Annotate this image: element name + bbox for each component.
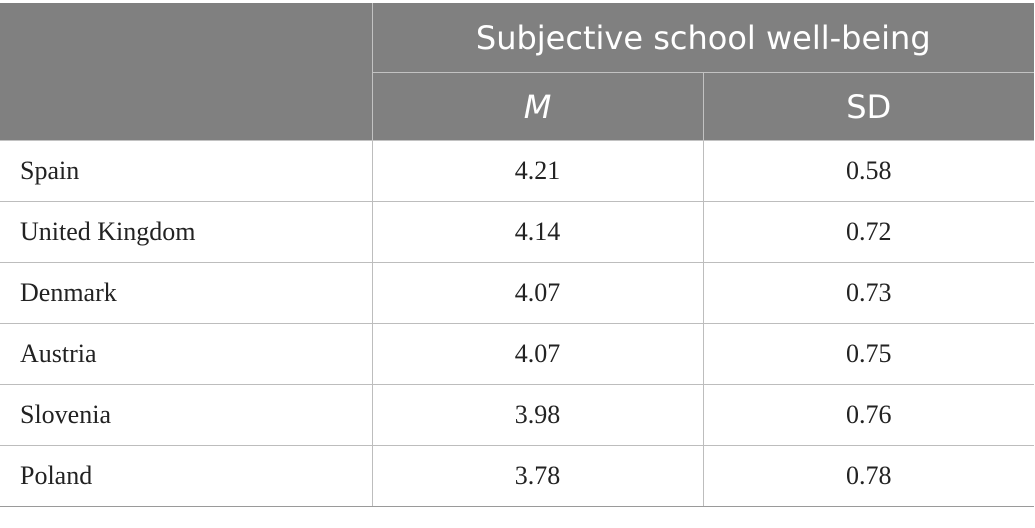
sd-cell: 0.73 xyxy=(702,262,1034,324)
sd-cell: 0.58 xyxy=(702,140,1034,202)
table-row: Slovenia 3.98 0.76 xyxy=(0,384,1034,446)
sd-cell: 0.75 xyxy=(702,323,1034,385)
country-cell: Spain xyxy=(0,140,373,202)
country-cell: Denmark xyxy=(0,262,373,324)
sd-cell: 0.72 xyxy=(702,201,1034,263)
table-row: United Kingdom 4.14 0.72 xyxy=(0,201,1034,263)
mean-cell: 4.07 xyxy=(371,323,704,385)
table-row: Austria 4.07 0.75 xyxy=(0,323,1034,385)
header-row-group: Subjective school well-being xyxy=(0,3,1034,141)
country-cell: Slovenia xyxy=(0,384,373,446)
mean-cell: 4.14 xyxy=(371,201,704,263)
sd-column-header: SD xyxy=(702,72,1034,141)
country-cell: Austria xyxy=(0,323,373,385)
mean-cell: 3.78 xyxy=(371,445,704,507)
table-header: Subjective school well-being M SD xyxy=(0,3,1034,141)
header-corner-cell xyxy=(0,3,373,141)
mean-cell: 4.07 xyxy=(371,262,704,324)
sd-cell: 0.78 xyxy=(702,445,1034,507)
table-row: Denmark 4.07 0.73 xyxy=(0,262,1034,324)
mean-column-header: M xyxy=(371,72,704,141)
country-cell: United Kingdom xyxy=(0,201,373,263)
table-row: Poland 3.78 0.78 xyxy=(0,445,1034,507)
header-row-columns: M SD xyxy=(0,72,1034,141)
table-body: Spain 4.21 0.58 United Kingdom 4.14 0.72… xyxy=(0,140,1034,507)
sd-cell: 0.76 xyxy=(702,384,1034,446)
mean-cell: 3.98 xyxy=(371,384,704,446)
wellbeing-table: Subjective school well-being M SD Spain … xyxy=(0,3,1034,507)
country-cell: Poland xyxy=(0,445,373,507)
group-header-cell: Subjective school well-being xyxy=(371,3,1034,73)
table-row: Spain 4.21 0.58 xyxy=(0,140,1034,202)
mean-cell: 4.21 xyxy=(371,140,704,202)
